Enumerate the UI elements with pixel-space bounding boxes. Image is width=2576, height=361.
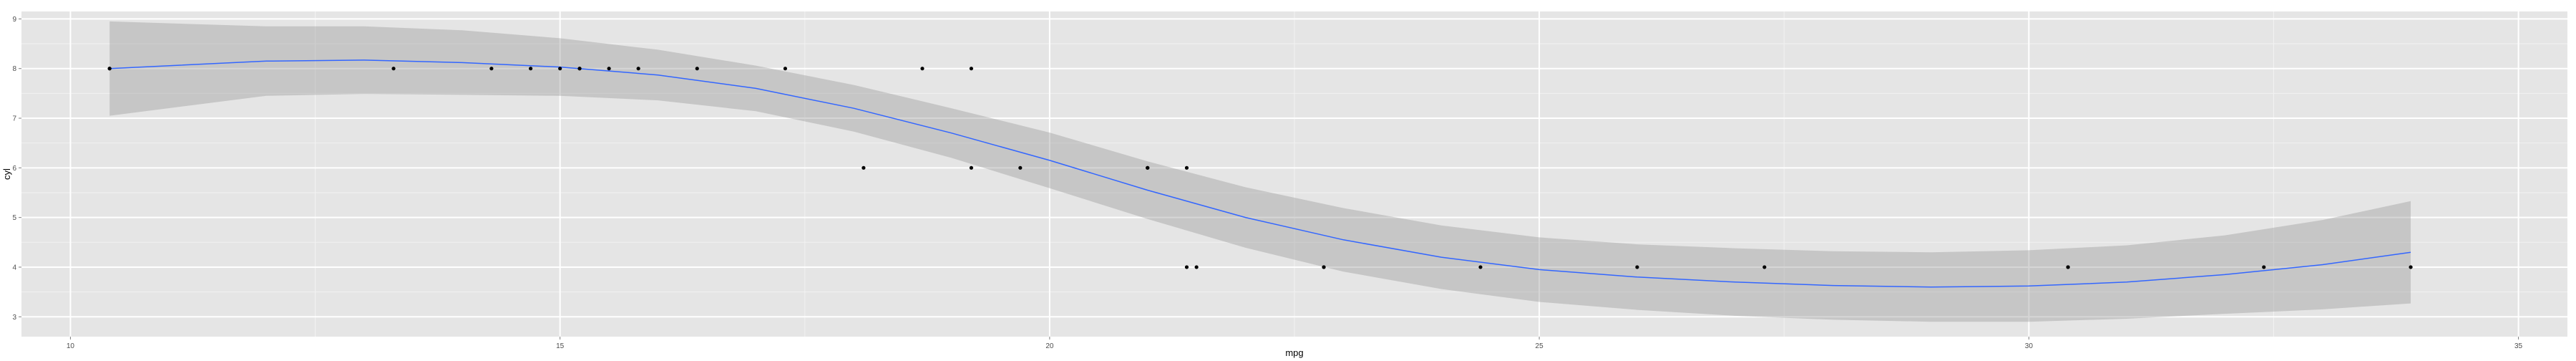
smooth-line	[109, 59, 2411, 288]
data-point	[2262, 265, 2266, 269]
data-point	[1184, 165, 1189, 170]
data-point	[607, 67, 611, 71]
data-point	[969, 165, 974, 170]
y-tick-label: 9	[12, 16, 16, 24]
confidence-band	[109, 21, 2411, 322]
data-point	[489, 67, 494, 71]
data-point	[1146, 165, 1150, 170]
x-tick-label: 35	[2514, 342, 2523, 350]
data-point	[1478, 265, 1483, 269]
data-point	[1184, 265, 1189, 269]
x-tick-label: 25	[1536, 342, 1544, 350]
x-axis-title: mpg	[1285, 347, 1303, 358]
y-tick-label: 7	[12, 115, 16, 123]
data-point	[391, 67, 396, 71]
data-point	[695, 67, 699, 71]
data-point	[636, 67, 640, 71]
data-point	[969, 67, 974, 71]
y-tick-label: 4	[12, 264, 16, 271]
x-tick-label: 10	[67, 342, 75, 350]
data-point	[783, 67, 787, 71]
data-point	[577, 67, 582, 71]
data-point	[1322, 265, 1326, 269]
x-tick-label: 15	[556, 342, 565, 350]
data-point	[862, 165, 866, 170]
y-axis-title: cyl	[1, 168, 12, 180]
data-point	[1762, 265, 1767, 269]
data-point	[920, 67, 924, 71]
y-tick-label: 6	[12, 165, 16, 173]
data-point	[529, 67, 533, 71]
data-point	[558, 67, 562, 71]
data-point	[2409, 265, 2413, 269]
data-point	[107, 67, 112, 71]
data-point	[1018, 165, 1023, 170]
data-point	[1194, 265, 1199, 269]
y-tick-label: 8	[12, 65, 16, 73]
y-tick-label: 5	[12, 214, 16, 222]
y-tick-label: 3	[12, 314, 16, 322]
x-tick-label: 20	[1045, 342, 1054, 350]
x-tick-label: 30	[2025, 342, 2034, 350]
data-point	[2066, 265, 2070, 269]
data-point	[1635, 265, 1639, 269]
